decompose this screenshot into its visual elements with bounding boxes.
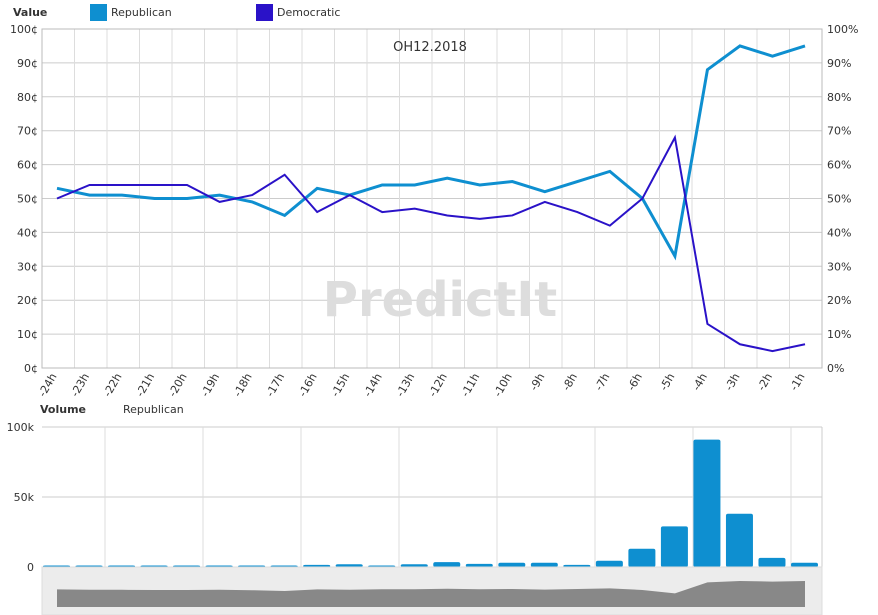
volume-y-tick: 100k <box>7 421 35 434</box>
y-tick-left: 0¢ <box>24 362 38 375</box>
volume-bar <box>530 562 558 567</box>
x-tick-label: -24h <box>36 371 60 399</box>
x-tick-label: -19h <box>198 371 222 399</box>
x-tick-label: -1h <box>787 371 807 393</box>
x-tick-label: -21h <box>133 371 157 399</box>
x-tick-label: -5h <box>657 371 677 393</box>
volume-bar <box>595 560 623 567</box>
series-line-democratic <box>56 134 806 353</box>
series-line-republican <box>56 44 806 261</box>
y-tick-left: 100¢ <box>10 23 38 36</box>
navigator-series-area <box>57 581 805 607</box>
y-tick-right: 60% <box>827 159 851 172</box>
volume-bar <box>660 526 688 567</box>
legend-label-republican[interactable]: Republican <box>111 6 172 19</box>
x-tick-label: -16h <box>296 371 320 399</box>
x-tick-label: -9h <box>527 371 547 393</box>
y-tick-right: 100% <box>827 23 858 36</box>
volume-y-tick: 50k <box>14 491 35 504</box>
y-tick-right: 30% <box>827 260 851 273</box>
plot-border <box>41 28 823 369</box>
y-tick-left: 20¢ <box>17 294 38 307</box>
x-tick-label: -8h <box>560 371 580 393</box>
y-tick-left: 10¢ <box>17 328 38 341</box>
y-tick-left: 60¢ <box>17 159 38 172</box>
x-tick-label: -14h <box>361 371 385 399</box>
x-tick-label: -10h <box>491 371 515 399</box>
legend-swatch-democratic[interactable] <box>256 4 273 21</box>
y-tick-left: 30¢ <box>17 260 38 273</box>
x-tick-label: -6h <box>625 371 645 393</box>
volume-bar <box>498 562 526 567</box>
x-tick-label: -4h <box>690 371 710 393</box>
x-tick-label: -7h <box>592 371 612 393</box>
y-tick-right: 70% <box>827 125 851 138</box>
volume-bar <box>628 548 656 567</box>
y-tick-right: 40% <box>827 226 851 239</box>
volume-bar <box>335 564 363 567</box>
x-tick-label: -22h <box>101 371 125 399</box>
value-legend-title: Value <box>13 6 48 19</box>
volume-bar <box>693 439 721 567</box>
x-tick-label: -20h <box>166 371 190 399</box>
volume-bar <box>758 557 786 567</box>
y-tick-left: 70¢ <box>17 125 38 138</box>
y-tick-right: 80% <box>827 91 851 104</box>
x-tick-label: -15h <box>329 371 353 399</box>
volume-bar <box>725 513 753 567</box>
volume-y-tick: 0 <box>27 561 34 574</box>
x-tick-label: -17h <box>264 371 288 399</box>
volume-bar <box>433 562 461 567</box>
y-tick-left: 50¢ <box>17 193 38 206</box>
watermark-logo: PredictIt <box>323 272 557 328</box>
y-tick-right: 0% <box>827 362 844 375</box>
legend-label-democratic[interactable]: Democratic <box>277 6 341 19</box>
x-tick-label: -2h <box>755 371 775 393</box>
x-tick-label: -12h <box>426 371 450 399</box>
volume-bar <box>465 563 493 567</box>
y-tick-right: 90% <box>827 57 851 70</box>
y-tick-right: 50% <box>827 193 851 206</box>
chart-title: OH12.2018 <box>393 40 467 55</box>
y-tick-right: 10% <box>827 328 851 341</box>
volume-legend-republican[interactable]: Republican <box>123 403 184 416</box>
x-tick-label: -23h <box>68 371 92 399</box>
volume-bar <box>563 564 591 567</box>
y-tick-left: 80¢ <box>17 91 38 104</box>
x-tick-label: -3h <box>722 371 742 393</box>
y-tick-left: 40¢ <box>17 226 38 239</box>
legend-swatch-republican[interactable] <box>90 4 107 21</box>
volume-bar <box>303 564 331 567</box>
x-tick-label: -11h <box>459 371 483 399</box>
volume-legend-title: Volume <box>40 403 86 416</box>
y-tick-right: 20% <box>827 294 851 307</box>
y-tick-left: 90¢ <box>17 57 38 70</box>
volume-bar <box>791 562 818 567</box>
x-tick-label: -18h <box>231 371 255 399</box>
x-tick-label: -13h <box>394 371 418 399</box>
volume-bar <box>400 564 428 567</box>
